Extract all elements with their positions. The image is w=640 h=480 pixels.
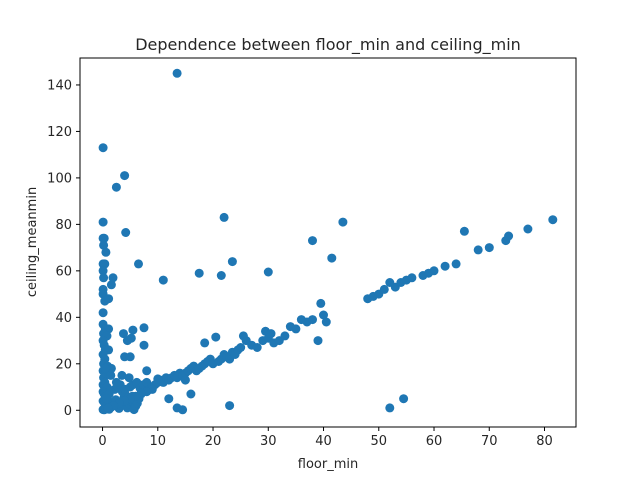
data-point xyxy=(128,325,138,335)
ticks-layer: 0 10 20 30 40 50 60 70 80 0 20 40 60 80 100 120 140 xyxy=(47,78,553,449)
data-point xyxy=(119,329,128,339)
data-point xyxy=(280,331,290,341)
data-point xyxy=(100,363,110,373)
x-tick-label: 60 xyxy=(426,434,443,449)
data-point xyxy=(194,268,204,278)
plot-frame xyxy=(79,57,577,428)
data-point xyxy=(473,245,483,255)
data-point xyxy=(385,403,395,413)
data-point xyxy=(219,212,229,222)
data-point xyxy=(98,217,108,227)
y-tick-label: 20 xyxy=(55,357,72,372)
data-point xyxy=(98,143,108,153)
y-tick-label: 120 xyxy=(47,125,72,140)
data-point xyxy=(120,171,130,181)
data-point xyxy=(98,266,108,276)
data-point xyxy=(142,366,152,376)
y-tick-label: 60 xyxy=(55,264,72,279)
data-point xyxy=(316,298,326,308)
data-point xyxy=(180,375,190,385)
data-point xyxy=(101,247,111,257)
data-point xyxy=(100,259,110,269)
data-point xyxy=(321,317,331,327)
data-point xyxy=(440,261,450,271)
data-point xyxy=(99,273,109,283)
points-layer xyxy=(98,68,558,415)
data-point xyxy=(186,389,196,399)
chart-title: Dependence between floor_min and ceiling… xyxy=(135,35,521,55)
data-point xyxy=(291,324,301,334)
data-point xyxy=(216,271,226,280)
data-point xyxy=(548,215,558,225)
data-point xyxy=(99,233,109,243)
data-point xyxy=(451,259,461,269)
data-point xyxy=(98,308,108,318)
data-point xyxy=(338,217,348,227)
data-point xyxy=(178,405,188,415)
data-point xyxy=(106,280,116,290)
x-axis-label: floor_min xyxy=(298,457,358,472)
data-point xyxy=(379,284,389,294)
data-point xyxy=(111,377,121,387)
data-point xyxy=(429,266,439,276)
data-point xyxy=(407,273,417,283)
x-tick-label: 80 xyxy=(536,434,553,449)
x-tick-label: 20 xyxy=(205,434,222,449)
data-point xyxy=(124,373,134,383)
data-point xyxy=(238,331,248,341)
y-axis-label: ceiling_meanmin xyxy=(25,187,40,297)
x-tick-label: 30 xyxy=(260,434,277,449)
data-point xyxy=(134,259,143,269)
data-point xyxy=(111,182,121,192)
x-tick-label: 0 xyxy=(98,434,106,449)
y-tick-label: 80 xyxy=(55,218,72,233)
y-tick-label: 100 xyxy=(47,171,72,186)
x-tick-label: 10 xyxy=(150,434,167,449)
data-point xyxy=(313,336,323,346)
data-point xyxy=(153,374,163,384)
data-point xyxy=(125,352,135,362)
data-point xyxy=(523,224,533,234)
data-point xyxy=(172,68,182,78)
data-point xyxy=(164,394,174,404)
data-point xyxy=(504,231,514,241)
data-point xyxy=(117,370,127,380)
data-point xyxy=(121,228,131,237)
data-point xyxy=(227,257,237,267)
x-tick-label: 40 xyxy=(315,434,332,449)
data-point xyxy=(108,273,118,283)
data-point xyxy=(327,253,337,263)
data-point xyxy=(459,226,469,236)
data-point xyxy=(319,310,328,320)
data-point xyxy=(263,267,273,277)
data-point xyxy=(122,336,132,346)
data-point xyxy=(252,343,262,352)
data-point xyxy=(99,240,109,250)
data-point xyxy=(106,370,116,380)
y-tick-label: 140 xyxy=(47,78,72,93)
data-point xyxy=(103,403,113,413)
x-tick-label: 50 xyxy=(370,434,387,449)
data-point xyxy=(139,323,149,333)
data-point xyxy=(266,329,276,339)
data-point xyxy=(101,394,111,404)
data-point xyxy=(236,343,246,352)
x-tick-label: 70 xyxy=(481,434,498,449)
data-point xyxy=(104,294,114,304)
data-point xyxy=(200,338,210,348)
data-point xyxy=(484,243,494,253)
data-point xyxy=(308,315,317,325)
y-tick-label: 0 xyxy=(64,404,72,419)
y-tick-label: 40 xyxy=(55,311,72,326)
data-point xyxy=(399,394,409,404)
data-point xyxy=(211,332,221,342)
data-point xyxy=(225,401,235,411)
data-point xyxy=(139,340,149,350)
data-point xyxy=(308,236,317,246)
data-point xyxy=(158,275,168,285)
